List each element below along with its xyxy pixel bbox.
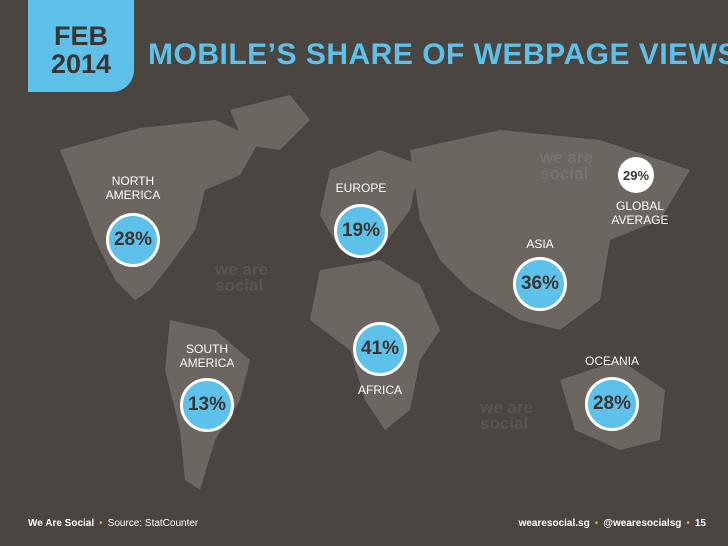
global-average-label: GLOBAL AVERAGE bbox=[611, 199, 669, 227]
footer-site: wearesocial.sg bbox=[518, 518, 590, 529]
footer-handle: @wearesocialsg bbox=[603, 518, 682, 529]
greenland-shape bbox=[230, 95, 310, 150]
region-label: NORTH AMERICA bbox=[105, 174, 161, 202]
region-value: 19% bbox=[334, 204, 388, 258]
region-value: 13% bbox=[180, 378, 234, 432]
bullet: • bbox=[686, 518, 690, 529]
bullet: • bbox=[99, 518, 103, 529]
region-value: 41% bbox=[353, 322, 407, 376]
footer-right: wearesocial.sg • @wearesocialsg • 15 bbox=[519, 518, 706, 529]
watermark: we are social bbox=[540, 148, 593, 183]
region-value: 28% bbox=[585, 377, 639, 431]
date-month: FEB bbox=[54, 21, 108, 51]
bullet: • bbox=[594, 518, 599, 529]
region-value: 36% bbox=[513, 257, 567, 311]
date-year: 2014 bbox=[50, 49, 112, 79]
footer-source: Source: StatCounter bbox=[107, 518, 199, 529]
region-label: ASIA bbox=[526, 237, 554, 251]
watermark: we are social bbox=[215, 260, 268, 295]
page-number: 15 bbox=[694, 518, 706, 529]
region-value: 28% bbox=[106, 213, 160, 267]
region-label: SOUTH AMERICA bbox=[179, 342, 235, 370]
region-label: OCEANIA bbox=[584, 354, 639, 368]
date-tab: FEB 2014 bbox=[28, 0, 134, 92]
footer-brand: We Are Social bbox=[28, 518, 95, 529]
title: MOBILE’S SHARE OF WEBPAGE VIEWS bbox=[148, 38, 728, 71]
watermark: we are social bbox=[480, 398, 533, 433]
footer-left: We Are Social • Source: StatCounter bbox=[28, 518, 198, 529]
region-label: AFRICA bbox=[357, 383, 402, 397]
global-average-value: 29% bbox=[618, 157, 654, 193]
region-label: EUROPE bbox=[335, 181, 387, 195]
